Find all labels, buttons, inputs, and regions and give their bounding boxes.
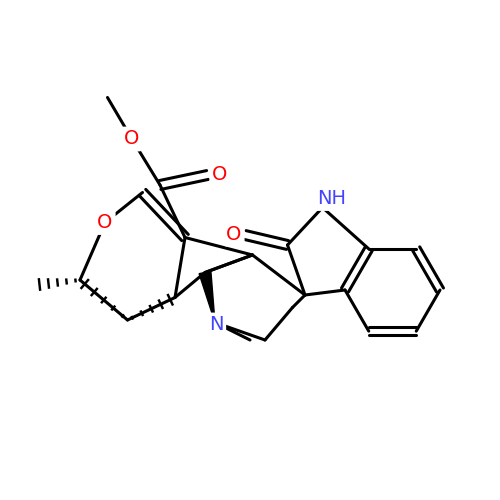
Polygon shape	[199, 272, 215, 322]
Text: O: O	[124, 130, 139, 148]
Text: O: O	[212, 164, 228, 184]
Text: O: O	[226, 224, 242, 244]
Text: NH: NH	[317, 189, 346, 208]
Text: N: N	[208, 316, 223, 334]
Text: O: O	[98, 213, 112, 232]
